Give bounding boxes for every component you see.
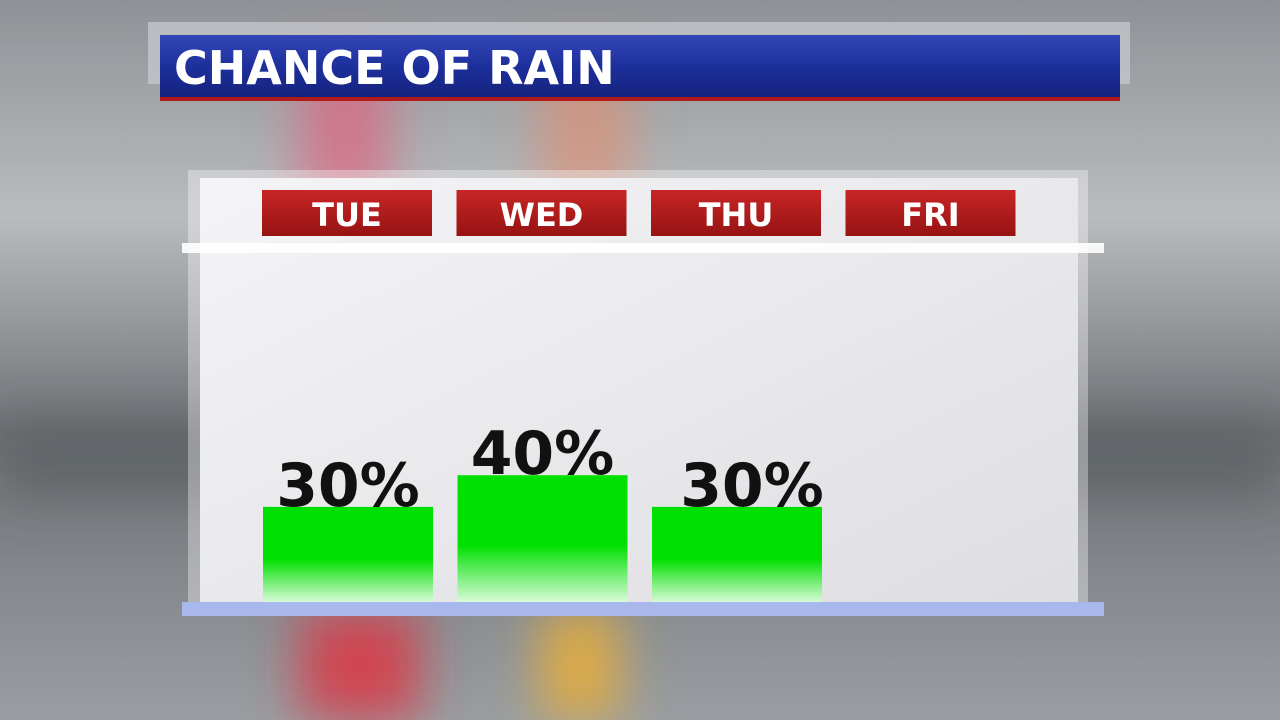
bar-fade — [652, 506, 822, 602]
base-bar — [182, 602, 1104, 616]
x-tick-label: FRI — [901, 196, 959, 234]
x-tick-label: TUE — [312, 196, 382, 234]
day-header-shine — [456, 190, 627, 236]
day-header-shine — [845, 190, 1016, 236]
x-tick-label: WED — [500, 196, 584, 234]
value-label: 30% — [276, 451, 420, 521]
day-header-shine — [262, 190, 432, 236]
value-label: 40% — [471, 419, 615, 489]
bar-fade — [263, 506, 433, 602]
bar-fade — [457, 475, 628, 602]
header-divider — [182, 243, 1104, 253]
day-header-shine — [651, 190, 821, 236]
chart-title: CHANCE OF RAIN — [174, 41, 615, 95]
banner-stripe — [160, 97, 1120, 101]
x-tick-label: THU — [699, 196, 774, 234]
value-label: 30% — [680, 451, 824, 521]
plot: TUE 30% WED 40% THU 30% FRI — [262, 190, 1016, 602]
title-banner — [160, 35, 1120, 99]
